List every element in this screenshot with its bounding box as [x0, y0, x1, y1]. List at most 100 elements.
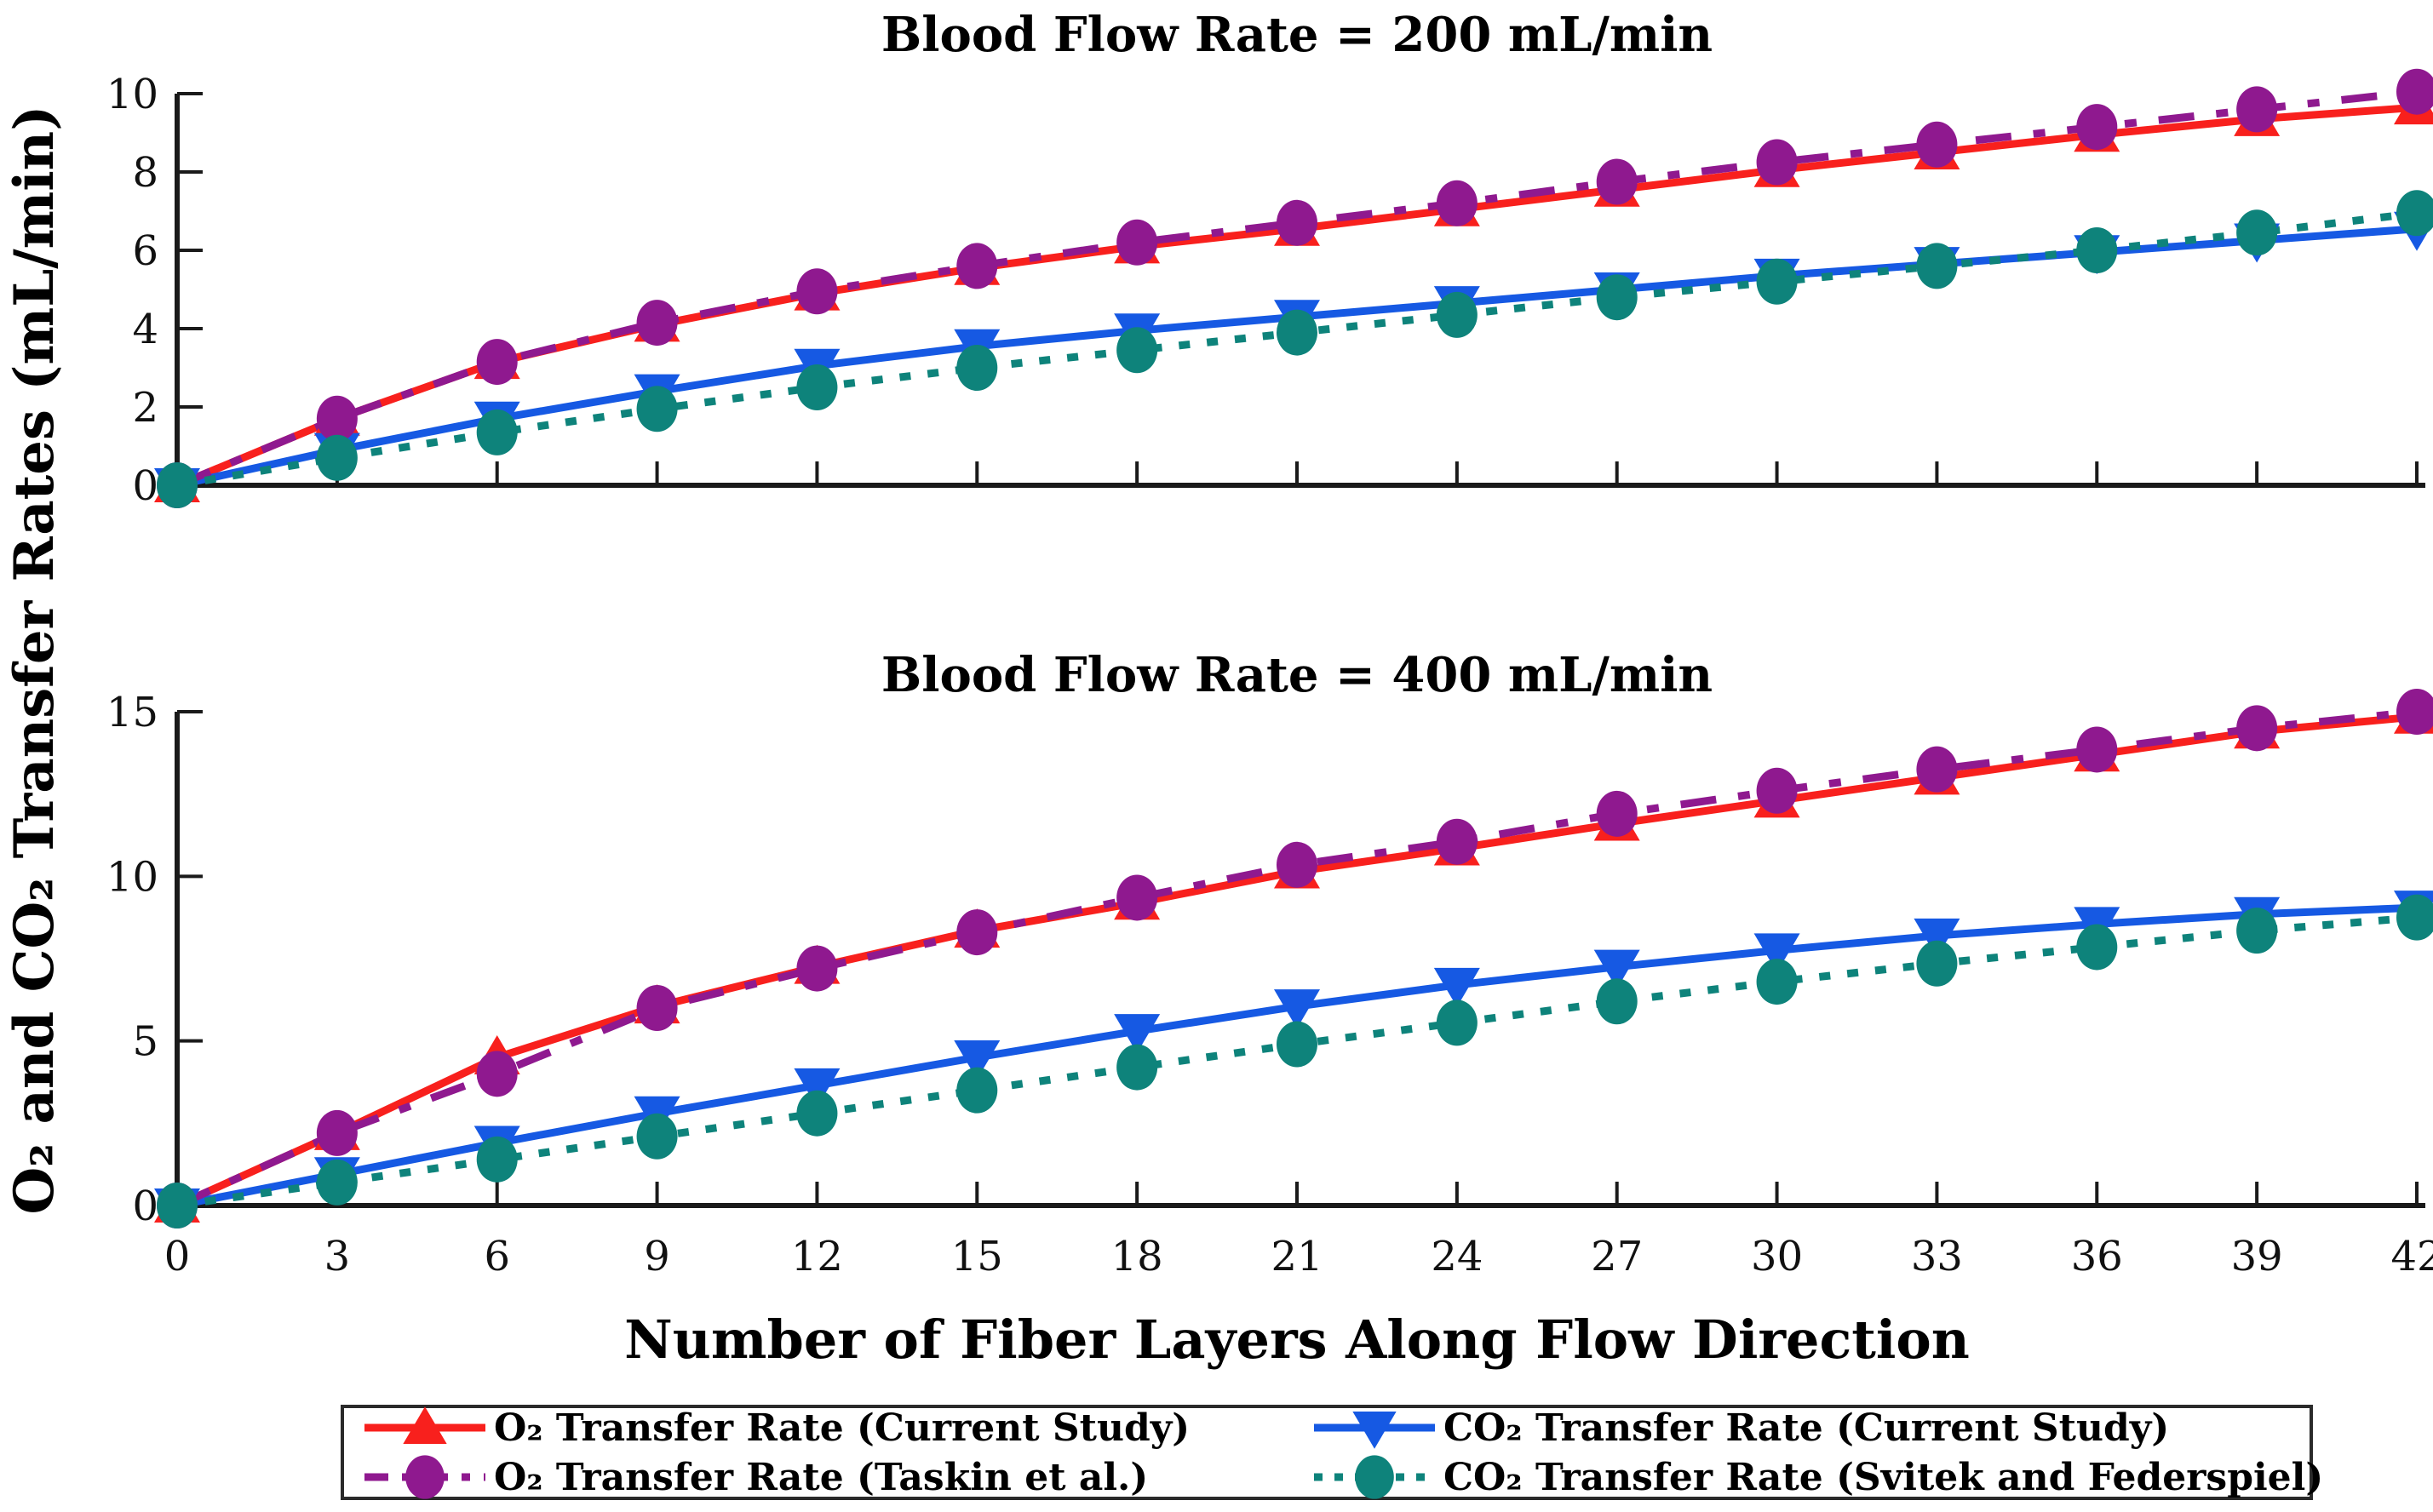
data-point-marker [2076, 726, 2118, 773]
x-tick-label: 33 [1911, 1233, 1963, 1280]
data-point-marker [1756, 767, 1798, 814]
data-point-marker [2396, 68, 2433, 115]
data-point-marker [1914, 918, 1960, 958]
data-point-marker [316, 1109, 358, 1156]
legend-label-co2-current: CO₂ Transfer Rate (Current Study) [1443, 1406, 2170, 1450]
x-tick-label: 27 [1591, 1233, 1643, 1280]
data-point-marker [1116, 327, 1158, 374]
data-point-marker [1114, 1014, 1161, 1054]
legend-key-glyph [364, 1455, 485, 1499]
y-tick-label: 15 [106, 689, 158, 736]
data-point-marker [2236, 209, 2278, 256]
legend-key-co2-current-icon [1311, 1404, 1438, 1452]
chart-200-title: Blood Flow Rate = 200 mL/min [881, 7, 1713, 63]
data-point-marker [1596, 978, 1638, 1025]
data-point-marker [1116, 1044, 1158, 1091]
data-point-marker [636, 386, 678, 432]
y-tick-label: 5 [132, 1018, 158, 1066]
x-tick-label: 42 [2390, 1233, 2433, 1280]
data-point-marker [2076, 227, 2118, 273]
x-tick-label: 0 [164, 1233, 191, 1280]
data-point-marker [2396, 689, 2433, 735]
y-tick-label: 2 [132, 384, 158, 432]
y-tick-label: 6 [132, 227, 158, 275]
data-point-marker [2236, 705, 2278, 752]
data-point-marker [476, 1136, 518, 1183]
legend: O₂ Transfer Rate (Current Study) CO₂ Tra… [341, 1404, 2323, 1501]
x-tick-label: 30 [1751, 1233, 1803, 1280]
x-tick-label: 15 [951, 1233, 1003, 1280]
data-point-marker [2396, 190, 2433, 237]
x-tick-label: 6 [484, 1233, 510, 1280]
x-tick-label: 3 [324, 1233, 351, 1280]
legend-item-o2-current: O₂ Transfer Rate (Current Study) [361, 1404, 1311, 1452]
data-point-marker [316, 395, 358, 442]
data-point-marker [796, 268, 838, 315]
data-point-marker [1116, 219, 1158, 266]
data-point-marker [1274, 989, 1320, 1029]
data-point-marker [476, 409, 518, 455]
data-point-marker [405, 1455, 445, 1499]
y-tick-label: 0 [132, 462, 158, 510]
data-point-marker [2236, 908, 2278, 954]
legend-key-glyph [364, 1406, 485, 1444]
data-point-marker [1756, 258, 1798, 305]
data-point-marker [2076, 924, 2118, 971]
data-point-marker [956, 243, 998, 289]
y-tick-label: 8 [132, 149, 158, 197]
data-point-marker [1753, 933, 1800, 973]
legend-key-glyph [1314, 1412, 1435, 1449]
x-tick-label: 12 [791, 1233, 843, 1280]
data-point-marker [2396, 894, 2433, 941]
data-point-marker [1352, 1412, 1397, 1449]
data-point-marker [1593, 949, 1640, 989]
legend-label-co2-svitek: CO₂ Transfer Rate (Svitek and Federspiel… [1443, 1455, 2324, 1499]
data-point-marker [316, 434, 358, 481]
legend-key-o2-taskin-icon [361, 1453, 489, 1501]
data-point-marker [794, 1068, 841, 1108]
data-point-marker [956, 345, 998, 391]
legend-label-o2-current: O₂ Transfer Rate (Current Study) [494, 1406, 1191, 1450]
data-point-marker [1596, 790, 1638, 837]
data-point-marker [1756, 959, 1798, 1005]
data-point-marker [1277, 199, 1317, 246]
data-point-marker [1277, 1021, 1317, 1068]
data-point-marker [157, 1183, 198, 1228]
y-tick-label: 10 [106, 71, 158, 118]
data-point-marker [1596, 158, 1638, 205]
legend-label-o2-taskin: O₂ Transfer Rate (Taskin et al.) [494, 1455, 1149, 1499]
x-tick-label: 39 [2231, 1233, 2283, 1280]
data-point-marker [796, 1090, 838, 1137]
data-point-marker [1277, 309, 1317, 356]
data-point-marker [1355, 1455, 1394, 1499]
chart-400-title: Blood Flow Rate = 400 mL/min [881, 647, 1713, 703]
data-point-marker [954, 1040, 1001, 1080]
data-point-marker [403, 1406, 447, 1444]
data-point-marker [1436, 999, 1478, 1046]
y-tick-label: 10 [106, 853, 158, 901]
data-point-marker [1433, 967, 1480, 1007]
legend-item-co2-svitek: CO₂ Transfer Rate (Svitek and Federspiel… [1311, 1453, 2323, 1501]
data-point-marker [476, 339, 518, 386]
y-tick-label: 4 [132, 306, 158, 353]
data-point-marker [956, 1067, 998, 1114]
x-tick-label: 9 [644, 1233, 670, 1280]
data-point-marker [157, 462, 198, 508]
data-point-marker [1436, 818, 1478, 865]
x-tick-label: 36 [2071, 1233, 2123, 1280]
data-point-marker [316, 1159, 358, 1206]
data-point-marker [2236, 86, 2278, 133]
x-tick-label: 18 [1111, 1233, 1163, 1280]
data-point-marker [796, 364, 838, 410]
data-point-marker [796, 945, 838, 992]
y-axis-label: O₂ and CO₂ Transfer Rates (mL/min) [3, 106, 66, 1215]
legend-item-o2-taskin: O₂ Transfer Rate (Taskin et al.) [361, 1453, 1311, 1501]
x-tick-label: 24 [1431, 1233, 1483, 1280]
data-point-marker [1756, 139, 1798, 186]
data-point-marker [1436, 180, 1478, 226]
data-point-marker [636, 985, 678, 1031]
data-point-marker [1916, 940, 1958, 987]
